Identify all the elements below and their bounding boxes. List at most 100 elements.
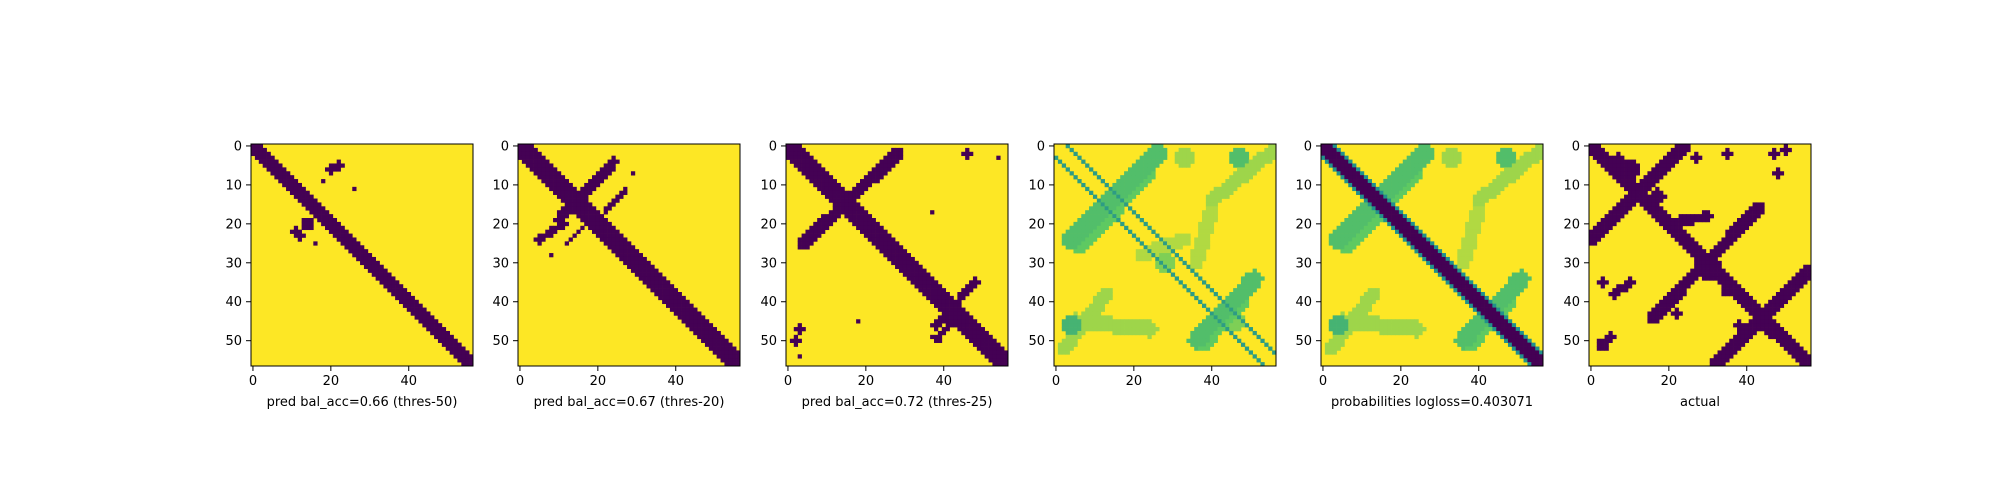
heatmap-cell bbox=[1783, 330, 1788, 336]
heatmap-cell bbox=[1352, 175, 1357, 180]
heatmap-cell bbox=[1240, 303, 1246, 308]
heatmap-cell bbox=[588, 210, 593, 215]
heatmap-cell bbox=[321, 221, 326, 227]
heatmap-cell bbox=[611, 167, 616, 172]
heatmap-cell bbox=[1472, 299, 1478, 305]
heatmap-cell bbox=[1507, 284, 1513, 289]
heatmap-cell bbox=[266, 151, 271, 157]
heatmap-cell bbox=[1332, 147, 1337, 153]
heatmap-cell bbox=[317, 218, 322, 223]
heatmap-cell bbox=[1116, 206, 1121, 211]
heatmap-cell bbox=[1465, 288, 1470, 293]
heatmap-cell bbox=[1178, 237, 1183, 242]
heatmap-cell bbox=[1391, 218, 1396, 223]
heatmap-cell bbox=[1663, 221, 1668, 227]
heatmap-cell bbox=[965, 284, 970, 289]
heatmap-cell bbox=[1054, 155, 1059, 160]
heatmap-cell bbox=[1221, 323, 1226, 328]
heatmap-cell bbox=[1406, 221, 1411, 227]
heatmap-cell bbox=[1740, 303, 1746, 308]
heatmap-cell bbox=[1496, 299, 1501, 305]
heatmap-cell bbox=[297, 186, 302, 192]
heatmap-cell bbox=[1248, 327, 1253, 332]
heatmap-cell bbox=[1256, 163, 1261, 168]
heatmap-cell bbox=[1647, 319, 1652, 324]
heatmap-cell bbox=[1678, 280, 1683, 285]
heatmap-cell bbox=[1077, 221, 1082, 227]
heatmap-cell bbox=[1209, 330, 1215, 336]
heatmap-cell bbox=[1213, 319, 1218, 324]
heatmap-cell bbox=[875, 163, 880, 168]
heatmap-cell bbox=[1515, 171, 1520, 176]
heatmap-cell bbox=[693, 327, 698, 332]
heatmap-cell bbox=[1453, 280, 1458, 285]
subplot-xlabel: pred bal_acc=0.72 (thres-25) bbox=[802, 395, 993, 410]
heatmap-cell bbox=[1359, 218, 1365, 223]
heatmap-cell bbox=[1624, 206, 1629, 211]
heatmap-cell bbox=[1205, 334, 1211, 340]
heatmap-cell bbox=[1748, 210, 1753, 215]
heatmap-cell bbox=[1507, 276, 1513, 281]
heatmap-cell bbox=[1686, 284, 1691, 289]
heatmap-cell bbox=[1229, 327, 1234, 332]
heatmap-cell bbox=[556, 218, 562, 223]
heatmap-cell bbox=[1124, 327, 1129, 332]
heatmap-cell bbox=[1069, 330, 1074, 336]
heatmap-cell bbox=[1589, 147, 1594, 153]
heatmap-cell bbox=[1787, 338, 1792, 343]
heatmap-cell bbox=[856, 186, 861, 192]
heatmap-cell bbox=[1410, 221, 1415, 227]
heatmap-cell bbox=[1174, 151, 1179, 157]
heatmap-cell bbox=[1363, 214, 1369, 219]
heatmap-cell bbox=[1624, 179, 1629, 184]
heatmap-cell bbox=[615, 233, 620, 238]
heatmap-cell bbox=[1535, 147, 1540, 153]
heatmap-cell bbox=[1445, 272, 1450, 277]
heatmap-cell bbox=[286, 182, 291, 188]
heatmap-cell bbox=[697, 334, 702, 340]
heatmap-cell bbox=[1500, 155, 1505, 160]
heatmap-cell bbox=[1492, 194, 1497, 199]
heatmap-cell bbox=[992, 350, 997, 355]
heatmap-cell bbox=[1725, 151, 1730, 157]
heatmap-cell bbox=[642, 276, 647, 281]
heatmap-cell bbox=[883, 245, 888, 250]
heatmap-cell bbox=[262, 147, 267, 153]
heatmap-cell bbox=[1198, 256, 1203, 262]
heatmap-cell bbox=[1213, 292, 1218, 297]
heatmap-cell bbox=[1717, 260, 1722, 266]
heatmap-cell bbox=[599, 171, 605, 176]
heatmap-cell bbox=[786, 147, 791, 153]
heatmap-cell bbox=[1163, 260, 1168, 266]
heatmap-cell bbox=[1612, 210, 1617, 215]
heatmap-cell bbox=[1256, 167, 1261, 172]
heatmap-cell bbox=[1631, 202, 1637, 207]
heatmap-cell bbox=[1194, 327, 1199, 332]
heatmap-cell bbox=[1418, 151, 1423, 157]
heatmap-cell bbox=[1504, 292, 1509, 297]
heatmap-cell bbox=[708, 342, 714, 347]
heatmap-cell bbox=[1737, 221, 1742, 227]
heatmap-cell bbox=[1225, 323, 1230, 328]
heatmap-cell bbox=[1178, 280, 1183, 285]
heatmap-cell bbox=[654, 276, 659, 281]
heatmap-cell bbox=[262, 159, 267, 164]
heatmap-cell bbox=[891, 163, 896, 168]
heatmap-cell bbox=[305, 225, 310, 231]
heatmap-cell bbox=[1733, 350, 1738, 355]
heatmap-cell bbox=[1410, 323, 1415, 328]
heatmap-cell bbox=[1328, 163, 1334, 168]
heatmap-cell bbox=[1379, 218, 1384, 223]
heatmap-cell bbox=[965, 151, 970, 157]
heatmap-cell bbox=[1627, 171, 1633, 176]
heatmap-cell bbox=[1202, 237, 1207, 242]
heatmap-cell bbox=[537, 171, 542, 176]
heatmap-cell bbox=[1085, 218, 1090, 223]
heatmap-cell bbox=[607, 202, 612, 207]
heatmap-cell bbox=[1678, 144, 1683, 149]
heatmap-cell bbox=[1659, 299, 1664, 305]
heatmap-cell bbox=[972, 284, 978, 289]
heatmap-cell bbox=[1507, 338, 1513, 343]
heatmap-cell bbox=[541, 179, 546, 184]
heatmap-cell bbox=[922, 292, 927, 297]
